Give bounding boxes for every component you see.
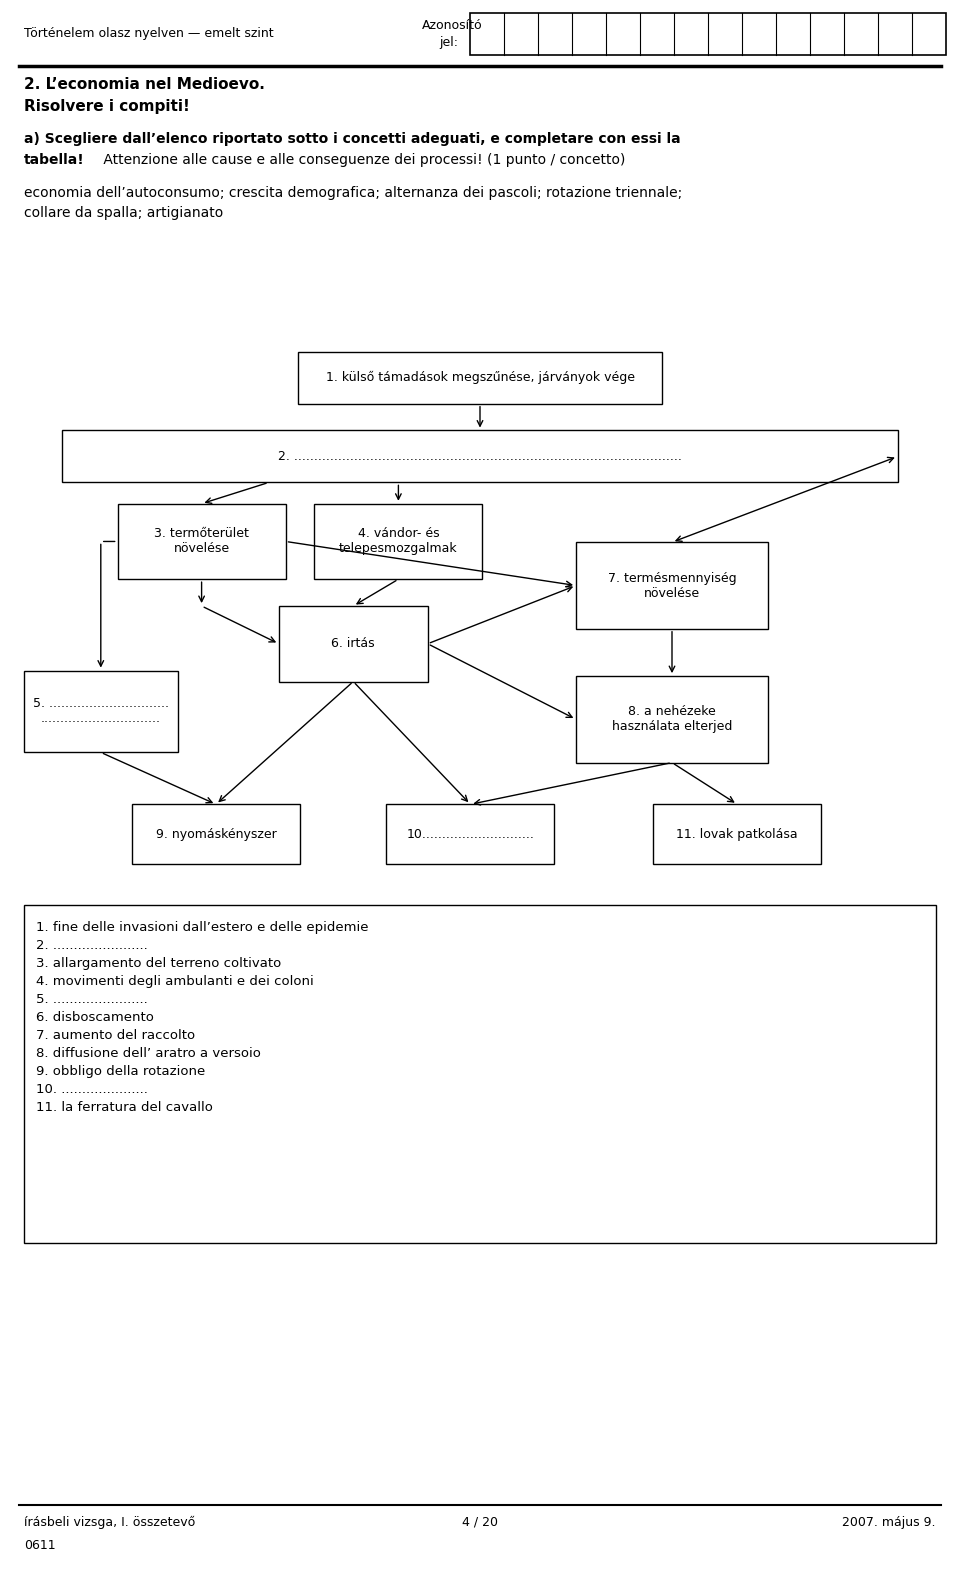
Text: 2. .............................................................................: 2. .....................................… xyxy=(278,450,682,463)
Text: 1. külső támadások megszűnése, járványok vége: 1. külső támadások megszűnése, járványok… xyxy=(325,371,635,384)
Text: 3. termőterület
növelése: 3. termőterület növelése xyxy=(155,527,249,556)
Text: 7. termésmennyiség
növelése: 7. termésmennyiség növelése xyxy=(608,571,736,600)
Text: 9. nyomáskényszer: 9. nyomáskényszer xyxy=(156,828,276,841)
Text: 4 / 20: 4 / 20 xyxy=(462,1516,498,1528)
FancyBboxPatch shape xyxy=(315,504,482,579)
FancyBboxPatch shape xyxy=(24,671,178,752)
FancyBboxPatch shape xyxy=(470,13,946,55)
FancyBboxPatch shape xyxy=(62,430,898,482)
Text: tabella!: tabella! xyxy=(24,153,84,167)
FancyBboxPatch shape xyxy=(298,351,662,403)
Text: economia dell’autoconsumo; crescita demografica; alternanza dei pascoli; rotazio: economia dell’autoconsumo; crescita demo… xyxy=(24,186,683,200)
Text: collare da spalla; artigianato: collare da spalla; artigianato xyxy=(24,206,224,220)
FancyBboxPatch shape xyxy=(386,804,554,864)
Text: 1. fine delle invasioni dall’estero e delle epidemie
2. .......................
: 1. fine delle invasioni dall’estero e de… xyxy=(36,921,368,1114)
Text: 2007. május 9.: 2007. május 9. xyxy=(843,1516,936,1528)
Text: Történelem olasz nyelven — emelt szint: Történelem olasz nyelven — emelt szint xyxy=(24,27,274,39)
Text: a) Scegliere dall’elenco riportato sotto i concetti adeguati, e completare con e: a) Scegliere dall’elenco riportato sotto… xyxy=(24,132,681,146)
Text: 8. a nehézeke
használata elterjed: 8. a nehézeke használata elterjed xyxy=(612,705,732,733)
FancyBboxPatch shape xyxy=(24,905,936,1243)
Text: Risolvere i compiti!: Risolvere i compiti! xyxy=(24,99,190,115)
FancyBboxPatch shape xyxy=(576,541,768,628)
Text: Attenzione alle cause e alle conseguenze dei processi! (1 punto / concetto): Attenzione alle cause e alle conseguenze… xyxy=(99,153,625,167)
Text: 6. irtás: 6. irtás xyxy=(331,637,375,650)
Text: írásbeli vizsga, I. összetevő: írásbeli vizsga, I. összetevő xyxy=(24,1516,195,1528)
Text: 2. L’economia nel Medioevo.: 2. L’economia nel Medioevo. xyxy=(24,77,265,93)
FancyBboxPatch shape xyxy=(132,804,300,864)
Text: 5. ..............................
..............................: 5. .............................. ......… xyxy=(33,697,169,726)
Text: 0611: 0611 xyxy=(24,1539,56,1552)
FancyBboxPatch shape xyxy=(576,675,768,762)
Text: 10............................: 10............................ xyxy=(406,828,535,841)
Text: jel:: jel: xyxy=(440,36,459,49)
Text: 4. vándor- és
telepesmozgalmak: 4. vándor- és telepesmozgalmak xyxy=(339,527,458,556)
FancyBboxPatch shape xyxy=(117,504,286,579)
FancyBboxPatch shape xyxy=(278,606,428,682)
Text: Azonosító: Azonosító xyxy=(422,19,483,31)
FancyBboxPatch shape xyxy=(653,804,821,864)
Text: 11. lovak patkolása: 11. lovak patkolása xyxy=(677,828,798,841)
